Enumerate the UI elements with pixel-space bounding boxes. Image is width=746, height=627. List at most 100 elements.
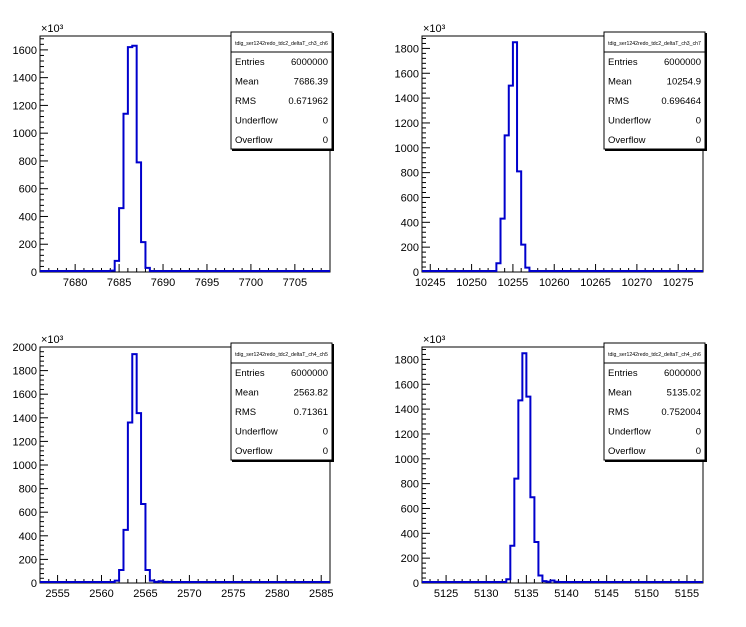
y-tick-label: 200 [401, 553, 419, 565]
y-tick-label: 1200 [13, 100, 37, 112]
stat-value: 6000000 [664, 57, 701, 68]
histogram-series [40, 353, 330, 583]
stat-value: 0.752004 [661, 407, 701, 418]
histogram-bin [110, 271, 114, 272]
x-tick-label: 10275 [663, 277, 694, 289]
histogram-bin [145, 268, 149, 272]
stat-label: Entries [608, 57, 638, 68]
x-tick-label: 7695 [195, 277, 219, 289]
stats-box-shadow [232, 460, 333, 462]
y-tick-label: 600 [401, 503, 419, 515]
stat-value: 2563.82 [294, 388, 328, 399]
stat-label: Overflow [608, 446, 646, 457]
histogram-bin [526, 397, 530, 583]
histogram-series [40, 44, 330, 272]
histogram-bin [558, 582, 562, 583]
y-tick-label: 600 [401, 192, 419, 204]
y-tick-label: 0 [31, 578, 37, 590]
y-exponent-label: ×10³ [423, 334, 446, 346]
histogram-bin [522, 353, 526, 583]
stat-label: RMS [608, 407, 629, 418]
y-exponent-label: ×10³ [41, 23, 64, 35]
histogram-bin [150, 581, 154, 583]
histogram-bin [119, 208, 123, 272]
y-tick-label: 800 [401, 168, 419, 180]
stat-label: Entries [235, 368, 265, 379]
x-tick-label: 5130 [474, 588, 498, 600]
x-tick-label: 7685 [107, 277, 131, 289]
histogram-bin [159, 581, 163, 583]
stat-label: RMS [608, 96, 629, 107]
histogram-bin [521, 245, 525, 272]
stat-label: Overflow [608, 135, 646, 146]
x-tick-label: 10265 [580, 277, 611, 289]
histogram-bin [128, 423, 132, 583]
stat-label: Entries [608, 368, 638, 379]
y-tick-label: 1200 [395, 118, 419, 130]
x-tick-label: 2565 [133, 588, 157, 600]
stat-value: 0 [323, 115, 328, 126]
histogram-bin [154, 582, 158, 583]
y-tick-label: 400 [19, 531, 37, 543]
stats-box-shadow [605, 149, 706, 151]
histogram-bin [492, 271, 496, 272]
y-tick-label: 400 [19, 211, 37, 223]
stat-label: RMS [235, 407, 256, 418]
y-tick-label: 800 [19, 156, 37, 168]
histogram-bin [506, 579, 510, 583]
x-tick-label: 10250 [456, 277, 487, 289]
stat-value: 0 [696, 115, 701, 126]
stats-box-shadow [332, 344, 334, 462]
histogram-bin [550, 581, 554, 583]
y-tick-label: 1000 [395, 454, 419, 466]
stats-box [603, 342, 706, 461]
histogram-bin [119, 570, 123, 583]
stat-value: 6000000 [291, 57, 328, 68]
histogram-series [422, 41, 703, 272]
x-tick-label: 10245 [415, 277, 446, 289]
histogram-bin [115, 581, 119, 583]
x-tick-label: 2570 [177, 588, 201, 600]
stat-value: 0 [323, 426, 328, 437]
y-tick-label: 1200 [395, 429, 419, 441]
histogram-title: tdig_ser1242redo_tdc2_deltaT_ch3_ch7 [608, 41, 701, 47]
histogram-bin [534, 542, 538, 583]
y-tick-label: 1400 [395, 93, 419, 105]
stat-value: 10254.9 [667, 77, 701, 88]
histogram-bin [509, 86, 513, 272]
histogram-bin [132, 354, 136, 583]
histogram-bin [163, 582, 167, 583]
histogram-series [422, 352, 703, 583]
y-tick-label: 800 [401, 479, 419, 491]
y-tick-label: 0 [413, 267, 419, 279]
y-tick-label: 1400 [13, 73, 37, 85]
stat-value: 0 [323, 135, 328, 146]
stat-value: 0.71361 [294, 407, 328, 418]
histogram-bin [123, 114, 127, 272]
stats-box-shadow [705, 344, 707, 462]
y-tick-label: 400 [401, 217, 419, 229]
stat-value: 0 [696, 426, 701, 437]
stats-box [230, 31, 333, 150]
x-tick-label: 10255 [498, 277, 529, 289]
y-tick-label: 200 [401, 242, 419, 254]
stat-value: 6000000 [664, 368, 701, 379]
x-tick-label: 7705 [283, 277, 307, 289]
histogram-bin [525, 268, 529, 272]
stat-label: Underflow [608, 426, 651, 437]
histogram-bin [137, 413, 141, 583]
stat-label: Overflow [235, 446, 273, 457]
x-tick-label: 10260 [539, 277, 570, 289]
histogram-bin [137, 162, 141, 272]
histogram-bin [150, 271, 154, 272]
x-tick-label: 2575 [221, 588, 245, 600]
histogram-panel: 5125 5130 5135 5140 5145 5150 5155 0 200 400 600 80… [395, 334, 707, 600]
x-tick-label: 2580 [265, 588, 289, 600]
histogram-panel: 7680 7685 7690 7695 7700 7705 0 200 400 600 800 100… [13, 23, 334, 289]
stats-box-shadow [332, 33, 334, 151]
y-exponent-label: ×10³ [41, 334, 64, 346]
histogram-bin [496, 263, 500, 272]
stats-box [230, 342, 333, 461]
histogram-bin [510, 546, 514, 583]
